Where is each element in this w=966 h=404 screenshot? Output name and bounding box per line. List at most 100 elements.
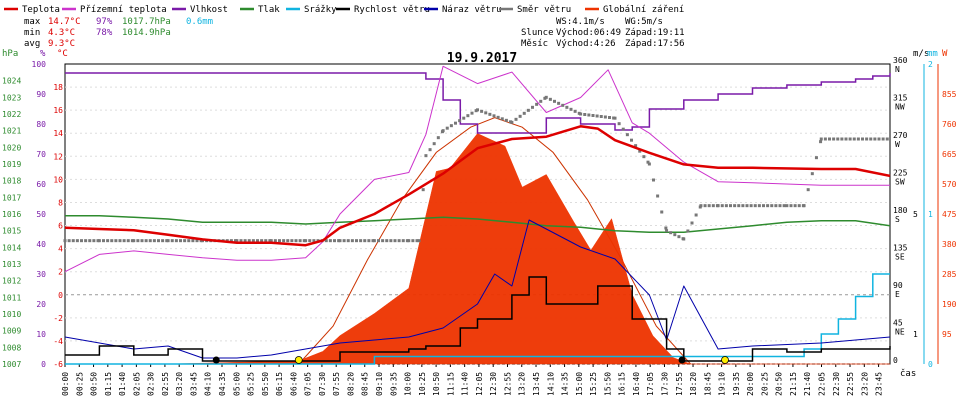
temp-tick-label: 12 [53, 152, 63, 161]
wind-dir-point [869, 137, 873, 141]
w-tick-label: 570 [942, 180, 957, 189]
wind-dir-point [642, 155, 646, 159]
wind-dir-point [565, 105, 569, 109]
wind-dir-point [102, 239, 105, 243]
wind-dir-point [544, 95, 548, 99]
temp-tick-label: 6 [58, 222, 63, 231]
wind-dir-point [690, 221, 694, 225]
dir-name-label: NW [895, 103, 905, 112]
wind-dir-point [470, 111, 474, 115]
hpa-tick-label: 1018 [2, 177, 21, 186]
time-tick-label: 02:05 [132, 372, 141, 396]
wind-dir-point [170, 239, 174, 243]
wind-dir-point [381, 239, 385, 243]
wind-dir-point [183, 239, 187, 243]
time-tick-label: 12:30 [489, 372, 498, 396]
unit-hpa: hPa [2, 49, 18, 59]
wind-dir-point [256, 239, 259, 243]
dir-name-label: S [895, 215, 900, 224]
wind-dir-point [492, 114, 496, 118]
info-sun-rise: Východ:06:49 [556, 28, 621, 38]
wind-dir-point [591, 114, 595, 117]
hpa-tick-label: 1012 [2, 277, 21, 286]
wind-dir-point [793, 204, 797, 208]
wind-dir-point [251, 239, 255, 243]
mm-tick-label: 2 [928, 60, 933, 69]
hpa-tick-label: 1010 [2, 310, 21, 319]
wind-dir-point [652, 178, 655, 182]
wind-dir-point [737, 204, 741, 208]
wind-dir-point [608, 116, 611, 119]
time-tick-label: 12:55 [504, 372, 513, 396]
wind-dir-point [656, 194, 660, 198]
wind-dir-point [243, 239, 247, 243]
wind-dir-point [832, 137, 836, 141]
wind-dir-point [587, 113, 591, 117]
wind-dir-point [260, 239, 264, 243]
wind-dir-point [711, 204, 715, 208]
stats-min-hum: 78% [96, 28, 113, 38]
wind-dir-point [852, 137, 856, 141]
wind-dir-point [617, 122, 621, 126]
time-tick-label: 18:20 [689, 372, 698, 396]
stats-avg-temp: 9.3°C [48, 39, 75, 49]
wind-dir-point [114, 239, 118, 243]
time-tick-label: 22:05 [818, 372, 827, 396]
wind-dir-point [166, 239, 170, 243]
wind-dir-point [885, 137, 889, 141]
unit-w: W [942, 49, 948, 59]
wind-dir-point [269, 239, 273, 243]
hpa-tick-label: 1007 [2, 360, 21, 369]
time-tick-label: 04:10 [204, 372, 213, 396]
wind-dir-point [603, 115, 607, 119]
wind-dir-point [290, 239, 294, 243]
wind-dir-point [298, 239, 302, 243]
time-tick-label: 05:25 [247, 372, 256, 396]
wind-gust-series [64, 219, 891, 359]
wind-dir-point [191, 239, 195, 243]
wind-dir-point [828, 137, 831, 141]
hpa-tick-label: 1020 [2, 143, 21, 152]
wind-dir-point [881, 137, 885, 141]
w-tick-label: 285 [942, 270, 957, 279]
wind-dir-point [84, 239, 88, 243]
wind-dir-point [466, 114, 470, 118]
wind-dir-point [599, 115, 603, 118]
time-tick-label: 15:00 [575, 372, 584, 396]
wind-dir-point [187, 239, 191, 243]
wind-dir-point [401, 239, 405, 243]
hpa-tick-label: 1021 [2, 127, 21, 136]
wind-dir-point [144, 239, 148, 243]
wind-dir-point [92, 239, 96, 243]
stats-max-press: 1017.7hPa [122, 17, 171, 27]
wind-dir-point [762, 204, 765, 208]
wind-dir-point [118, 239, 122, 243]
wind-dir-point [810, 172, 814, 176]
w-tick-label: 760 [942, 120, 957, 129]
wind-dir-point [424, 154, 428, 158]
wind-dir-point [174, 239, 178, 243]
wind-dir-point [157, 239, 160, 243]
time-tick-label: 14:35 [561, 372, 570, 396]
time-tick-label: 11:15 [446, 372, 455, 396]
legend-label: Náraz větru [442, 5, 502, 15]
wind-dir-point [441, 129, 445, 133]
moonset-marker [678, 356, 686, 364]
moonrise-marker [212, 356, 220, 364]
wind-dir-point [122, 239, 126, 243]
wind-dir-point [389, 239, 393, 243]
wind-dir-point [686, 229, 690, 233]
time-tick-label: 13:20 [518, 372, 527, 396]
wind-dir-point [229, 239, 233, 243]
mm-tick-label: 1 [928, 210, 933, 219]
dir-deg-label: 45 [893, 319, 903, 328]
wind-dir-point [789, 204, 793, 208]
wind-dir-point [106, 239, 110, 243]
legend-label: Rychlost větru [354, 5, 430, 15]
wind-dir-point [634, 144, 638, 148]
wind-dir-point [819, 140, 823, 144]
time-tick-label: 17:30 [661, 372, 670, 396]
wind-dir-point [496, 115, 500, 119]
temp-tick-label: 4 [58, 245, 63, 254]
time-tick-label: 07:55 [332, 372, 341, 396]
